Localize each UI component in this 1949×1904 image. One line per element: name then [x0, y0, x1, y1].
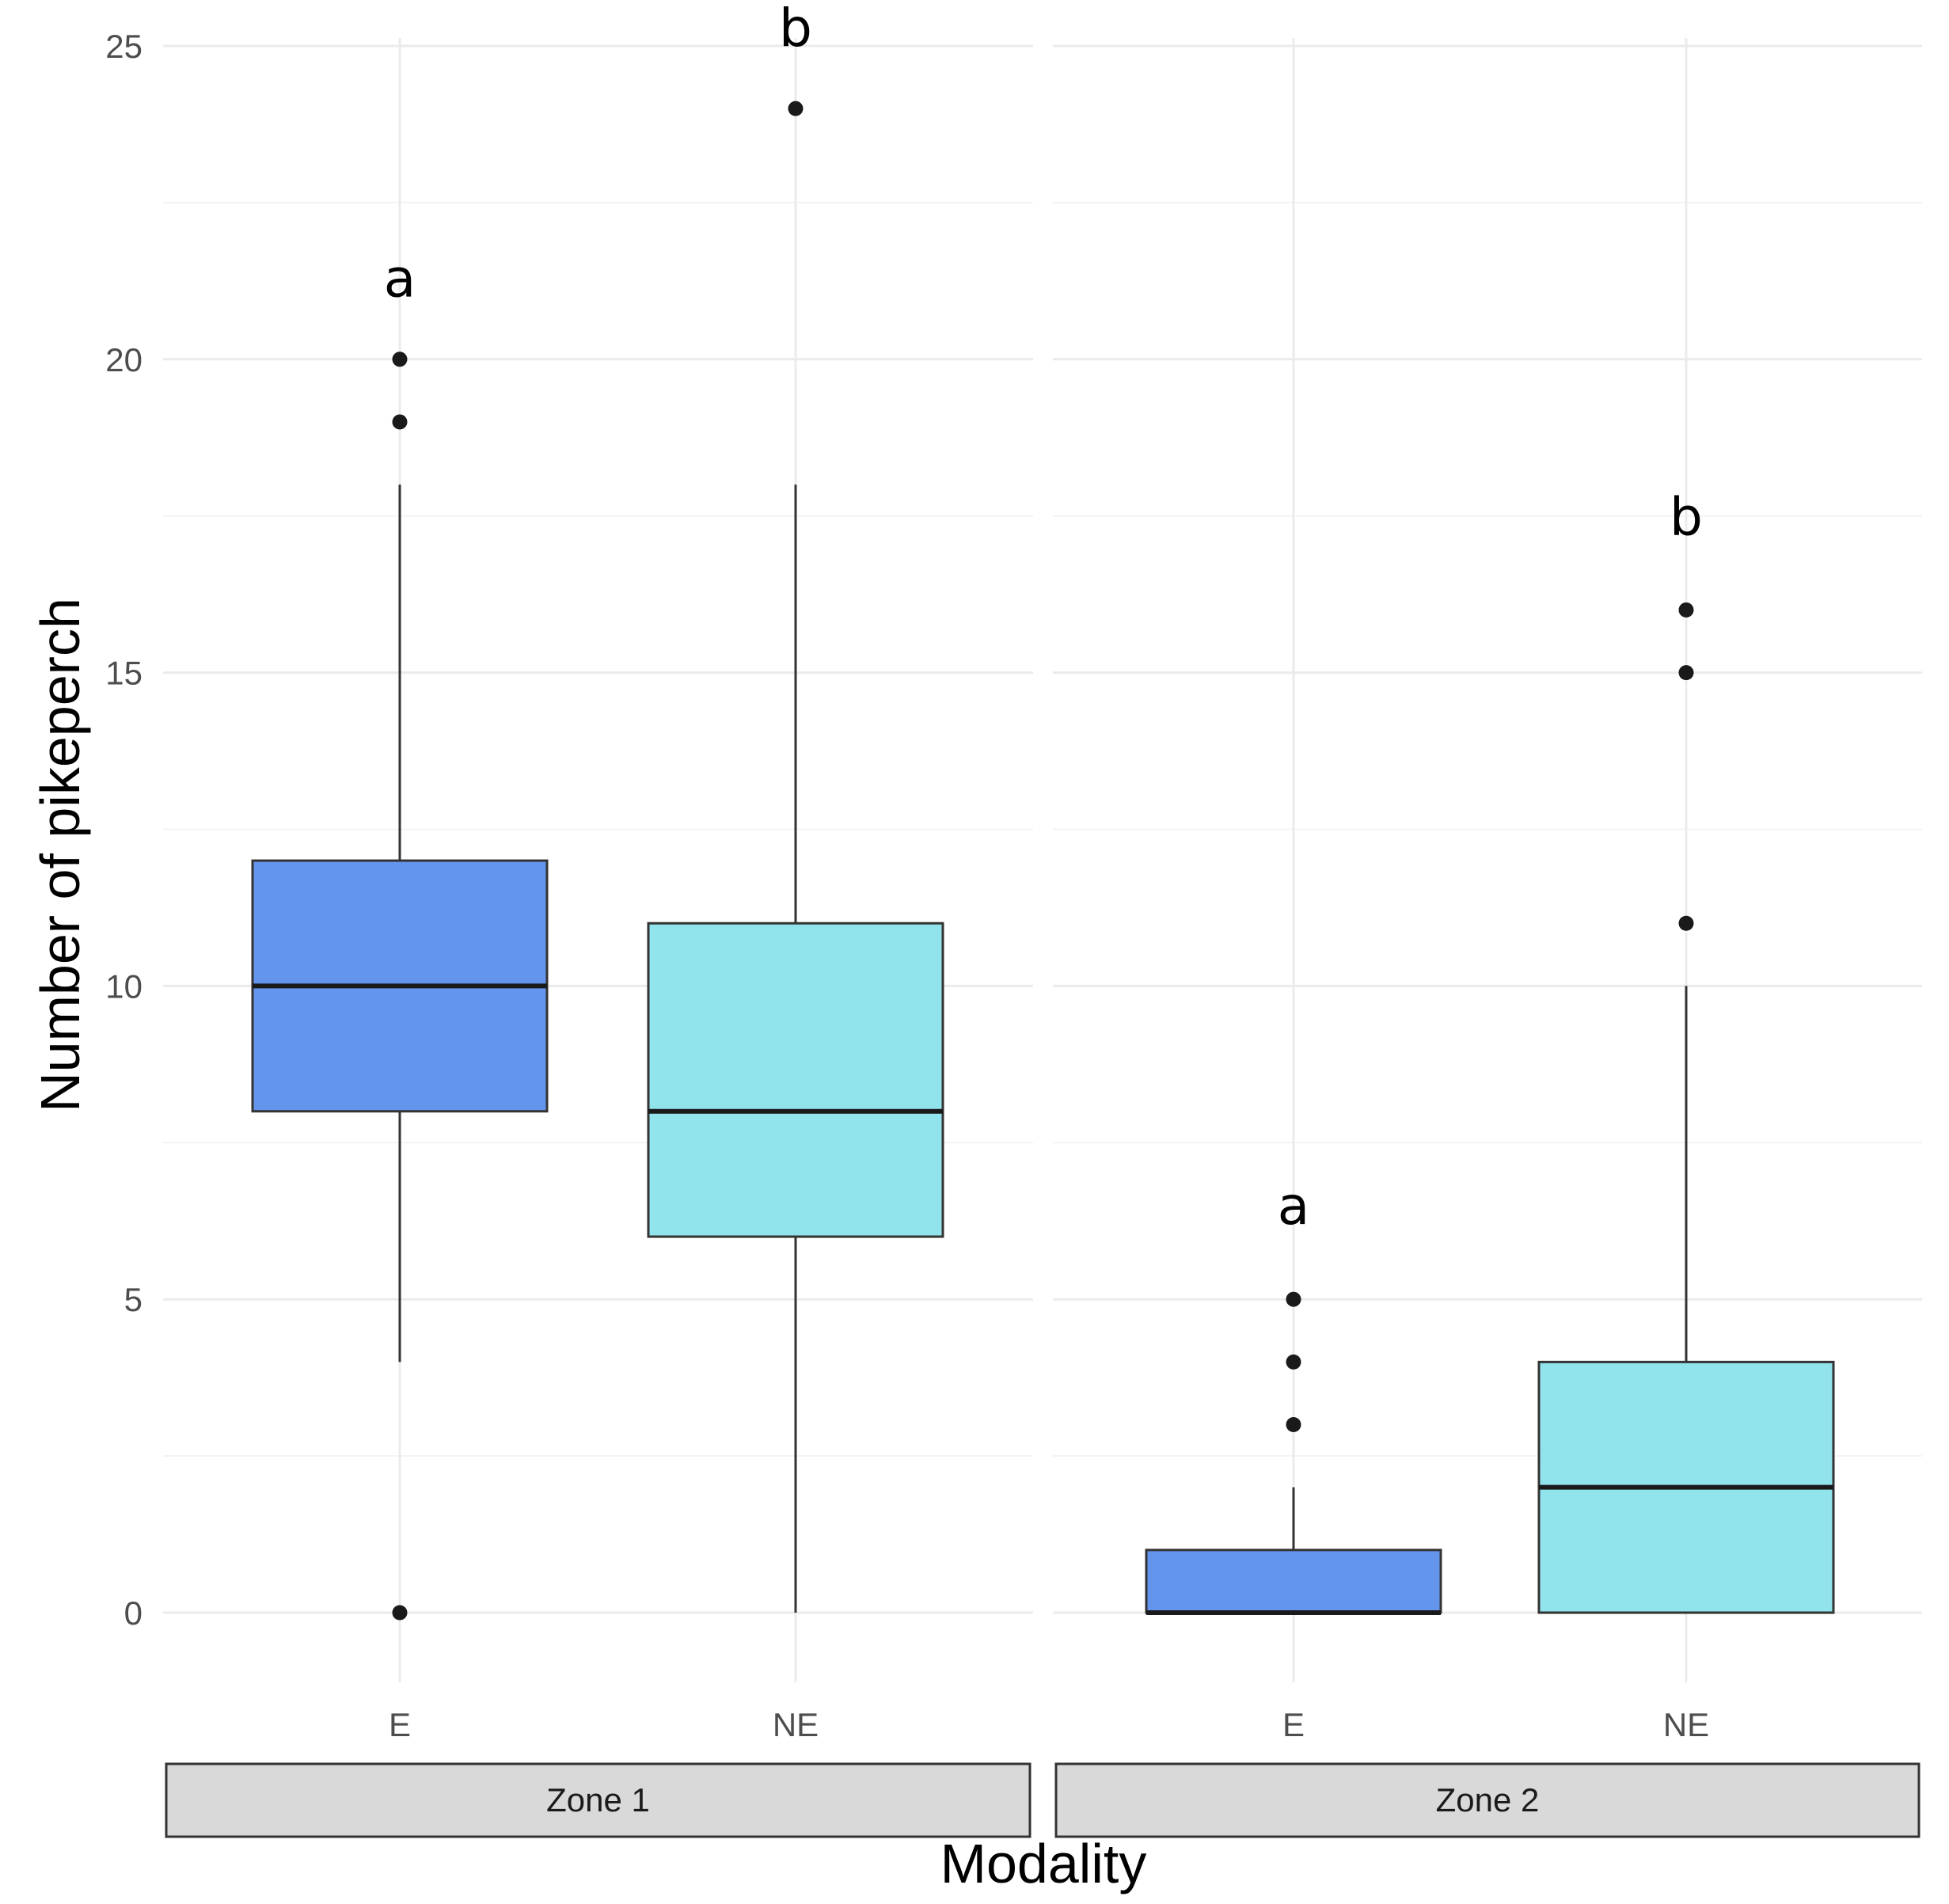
facet-strips: Zone 1 Zone 2: [165, 1762, 1921, 1838]
outlier-point: [392, 352, 408, 367]
x-axis-title: Modality: [940, 1833, 1147, 1894]
y-tick-label: 10: [105, 967, 142, 1005]
x-tick-label: NE: [1663, 1706, 1709, 1743]
facet-strip-label: Zone 2: [1436, 1781, 1540, 1818]
y-tick-label: 25: [105, 28, 142, 65]
box-layer: a b a b: [251, 0, 1835, 1621]
y-tick-label: 20: [105, 341, 142, 378]
outlier-point: [1678, 665, 1694, 681]
outlier-point: [1286, 1354, 1301, 1370]
significance-letter: b: [1670, 486, 1703, 547]
x-tick-label: NE: [773, 1706, 819, 1743]
outlier-point: [392, 414, 408, 430]
significance-letter: a: [1278, 1176, 1309, 1237]
y-tick-label: 15: [105, 655, 142, 692]
x-tick-label: E: [1282, 1706, 1305, 1743]
facet-strip: [1054, 1762, 1921, 1838]
outlier-point: [392, 1605, 408, 1621]
x-tick-label: E: [389, 1706, 411, 1743]
outlier-point: [1286, 1417, 1301, 1433]
outlier-point: [788, 101, 804, 116]
y-axis-ticks: 0 5 10 15 20 25: [105, 28, 142, 1632]
y-tick-label: 5: [124, 1281, 142, 1318]
y-tick-label: 0: [124, 1594, 142, 1632]
box-e: [1145, 1549, 1442, 1614]
outlier-point: [1678, 915, 1694, 931]
box-ne: [647, 922, 944, 1238]
significance-letter: b: [779, 0, 812, 59]
x-axis-ticks: E NE E NE: [389, 1706, 1709, 1743]
facet-strip-label: Zone 1: [546, 1781, 650, 1818]
outlier-point: [1678, 602, 1694, 618]
outlier-point: [1286, 1291, 1301, 1307]
significance-letter: a: [384, 249, 416, 310]
y-axis-title: Number of pikeperch: [29, 598, 91, 1112]
facet-strip: [165, 1762, 1031, 1838]
